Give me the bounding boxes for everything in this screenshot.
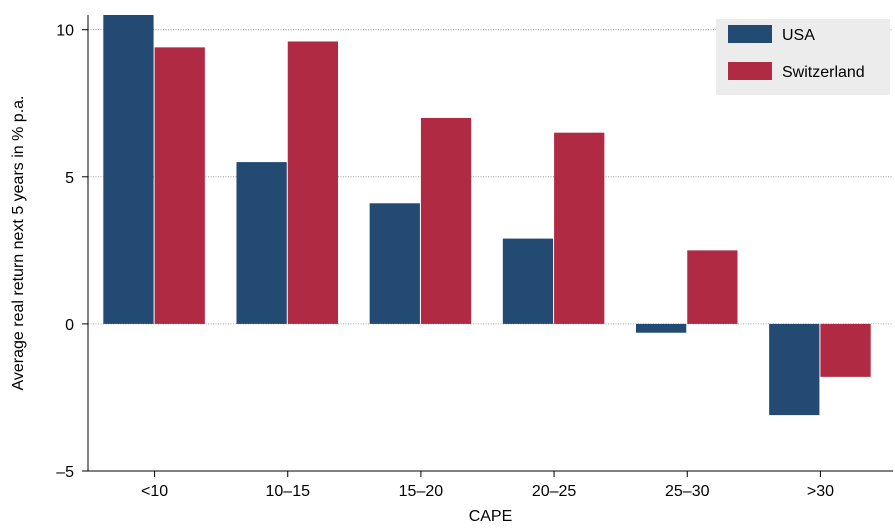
x-axis-title: CAPE xyxy=(469,508,513,525)
bar-switzerland-4 xyxy=(554,132,605,324)
y-tick-label: 10 xyxy=(56,23,74,40)
bar-switzerland-2 xyxy=(287,41,339,324)
x-tick-label: <10 xyxy=(141,483,168,500)
bar-usa-2 xyxy=(236,162,287,324)
x-tick-label: 10–15 xyxy=(266,483,311,500)
y-tick-label: 0 xyxy=(65,317,74,334)
y-axis-title: Average real return next 5 years in % p.… xyxy=(10,96,27,391)
x-ticks: <10 10–15 15–20 20–25 25–30 >30 xyxy=(141,471,834,500)
legend-label-usa: USA xyxy=(782,27,815,44)
bars xyxy=(103,15,871,416)
bar-usa-6 xyxy=(769,323,820,416)
legend-swatch-switzerland xyxy=(728,62,772,80)
y-tick-label: 5 xyxy=(65,170,74,187)
bar-switzerland-5 xyxy=(687,250,738,324)
bar-usa-1 xyxy=(103,15,154,324)
bar-switzerland-1 xyxy=(154,47,205,324)
x-tick-label: 20–25 xyxy=(532,483,577,500)
x-tick-label: 15–20 xyxy=(399,483,444,500)
bar-switzerland-3 xyxy=(420,117,472,324)
bar-switzerland-6 xyxy=(820,323,871,377)
bar-usa-5 xyxy=(635,323,687,333)
x-tick-label: 25–30 xyxy=(665,483,710,500)
x-tick-label: >30 xyxy=(807,483,834,500)
legend-label-switzerland: Switzerland xyxy=(782,64,865,81)
y-ticks: –5 0 5 10 xyxy=(56,23,88,481)
bar-usa-4 xyxy=(502,238,554,324)
y-tick-label: –5 xyxy=(56,464,74,481)
legend: USA Switzerland xyxy=(716,19,890,95)
legend-swatch-usa xyxy=(728,25,772,43)
bar-usa-3 xyxy=(369,203,420,324)
